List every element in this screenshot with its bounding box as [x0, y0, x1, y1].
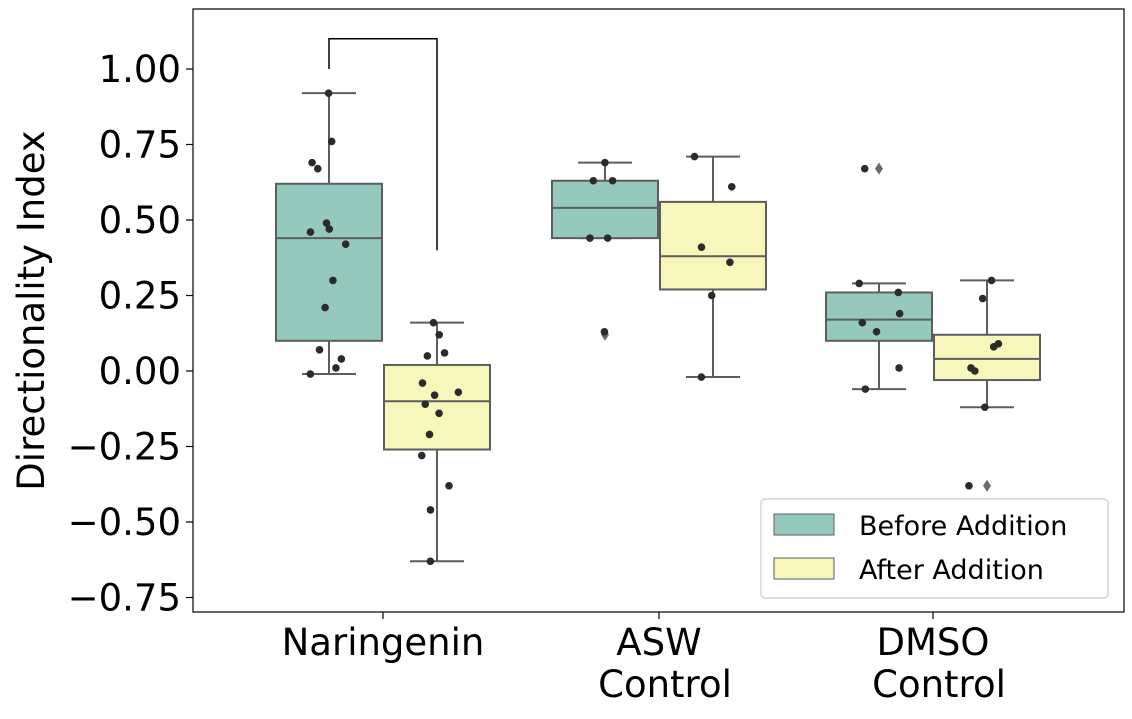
data-point [987, 276, 996, 285]
y-axis-label: Directionality Index [10, 130, 53, 490]
y-tick-label: 0.25 [99, 275, 181, 318]
outlier-marker [983, 479, 991, 492]
legend-label: Before Addition [859, 511, 1067, 542]
data-point [332, 364, 340, 372]
legend-label: After Addition [859, 555, 1044, 586]
data-point [324, 89, 333, 97]
data-point [425, 430, 434, 439]
box-body [933, 333, 1041, 382]
box-0-0 [275, 89, 383, 378]
data-point [608, 176, 617, 185]
y-tick-label: 0.50 [99, 199, 181, 242]
significance-bracket [328, 38, 438, 251]
data-point [313, 164, 322, 173]
legend-swatch [773, 557, 835, 580]
data-point [341, 240, 350, 248]
data-point [872, 327, 881, 336]
data-point [423, 352, 432, 360]
data-point [978, 294, 987, 303]
legend-swatch [773, 513, 835, 536]
data-point [418, 379, 427, 387]
data-point [989, 343, 998, 351]
y-tick-label: −0.75 [68, 577, 181, 620]
box-1-2 [933, 276, 1041, 492]
data-point [315, 346, 324, 354]
data-point [726, 258, 734, 267]
data-point [440, 349, 449, 357]
x-tick-label: Naringenin [282, 621, 485, 664]
data-point [697, 373, 706, 381]
data-point [426, 557, 435, 566]
data-point [430, 391, 439, 399]
box-0-1 [551, 158, 659, 341]
data-point [306, 370, 315, 378]
data-point [690, 152, 699, 161]
data-point [421, 400, 430, 409]
data-point [429, 318, 438, 327]
axes: −0.75 −0.50 −0.25 0.00 0.25 0.50 0.75 1.00 Direc… [10, 8, 1125, 706]
legend: Before Addition After Addition [760, 498, 1109, 599]
data-point [894, 288, 903, 297]
data-point [895, 309, 904, 318]
box-1-0 [383, 318, 491, 566]
data-point [322, 219, 331, 227]
data-point [454, 388, 463, 396]
box-body [383, 363, 491, 451]
data-point [603, 234, 612, 242]
box-body [551, 179, 659, 240]
data-point [435, 409, 443, 418]
data-point [895, 364, 903, 372]
data-point [707, 291, 716, 300]
outlier-marker [875, 162, 883, 175]
data-point [965, 481, 973, 490]
x-tick-label: ASW Control [598, 621, 732, 706]
box-body [659, 200, 767, 291]
box-body [275, 182, 383, 342]
y-tick-label: −0.25 [68, 426, 181, 469]
y-tick-label: 0.00 [99, 350, 181, 393]
legend-box [760, 498, 1109, 599]
data-point [417, 451, 426, 460]
data-point [855, 279, 864, 288]
plot-area [275, 38, 1041, 566]
data-point [589, 176, 598, 185]
data-point [586, 234, 594, 242]
data-point [727, 182, 736, 191]
data-point [601, 158, 609, 167]
data-point [860, 164, 869, 173]
data-point [327, 137, 336, 146]
data-point [861, 385, 870, 393]
data-point [337, 355, 346, 363]
data-point [426, 506, 435, 514]
data-point [325, 225, 334, 233]
data-point [697, 243, 706, 251]
data-point [329, 276, 337, 285]
box-1-1 [659, 152, 767, 381]
box-0-2 [825, 162, 933, 393]
data-point [306, 228, 315, 236]
data-point [435, 330, 444, 339]
data-point [321, 303, 329, 312]
y-tick-label: −0.50 [68, 501, 181, 544]
data-point [858, 318, 867, 327]
data-point [600, 327, 609, 336]
data-point [308, 158, 316, 167]
x-tick-label: DMSO Control [872, 621, 1006, 706]
data-point [971, 367, 979, 375]
data-point [981, 403, 989, 412]
data-point [445, 481, 453, 490]
y-tick-label: 0.75 [99, 124, 181, 167]
y-tick-label: 1.00 [99, 48, 181, 91]
